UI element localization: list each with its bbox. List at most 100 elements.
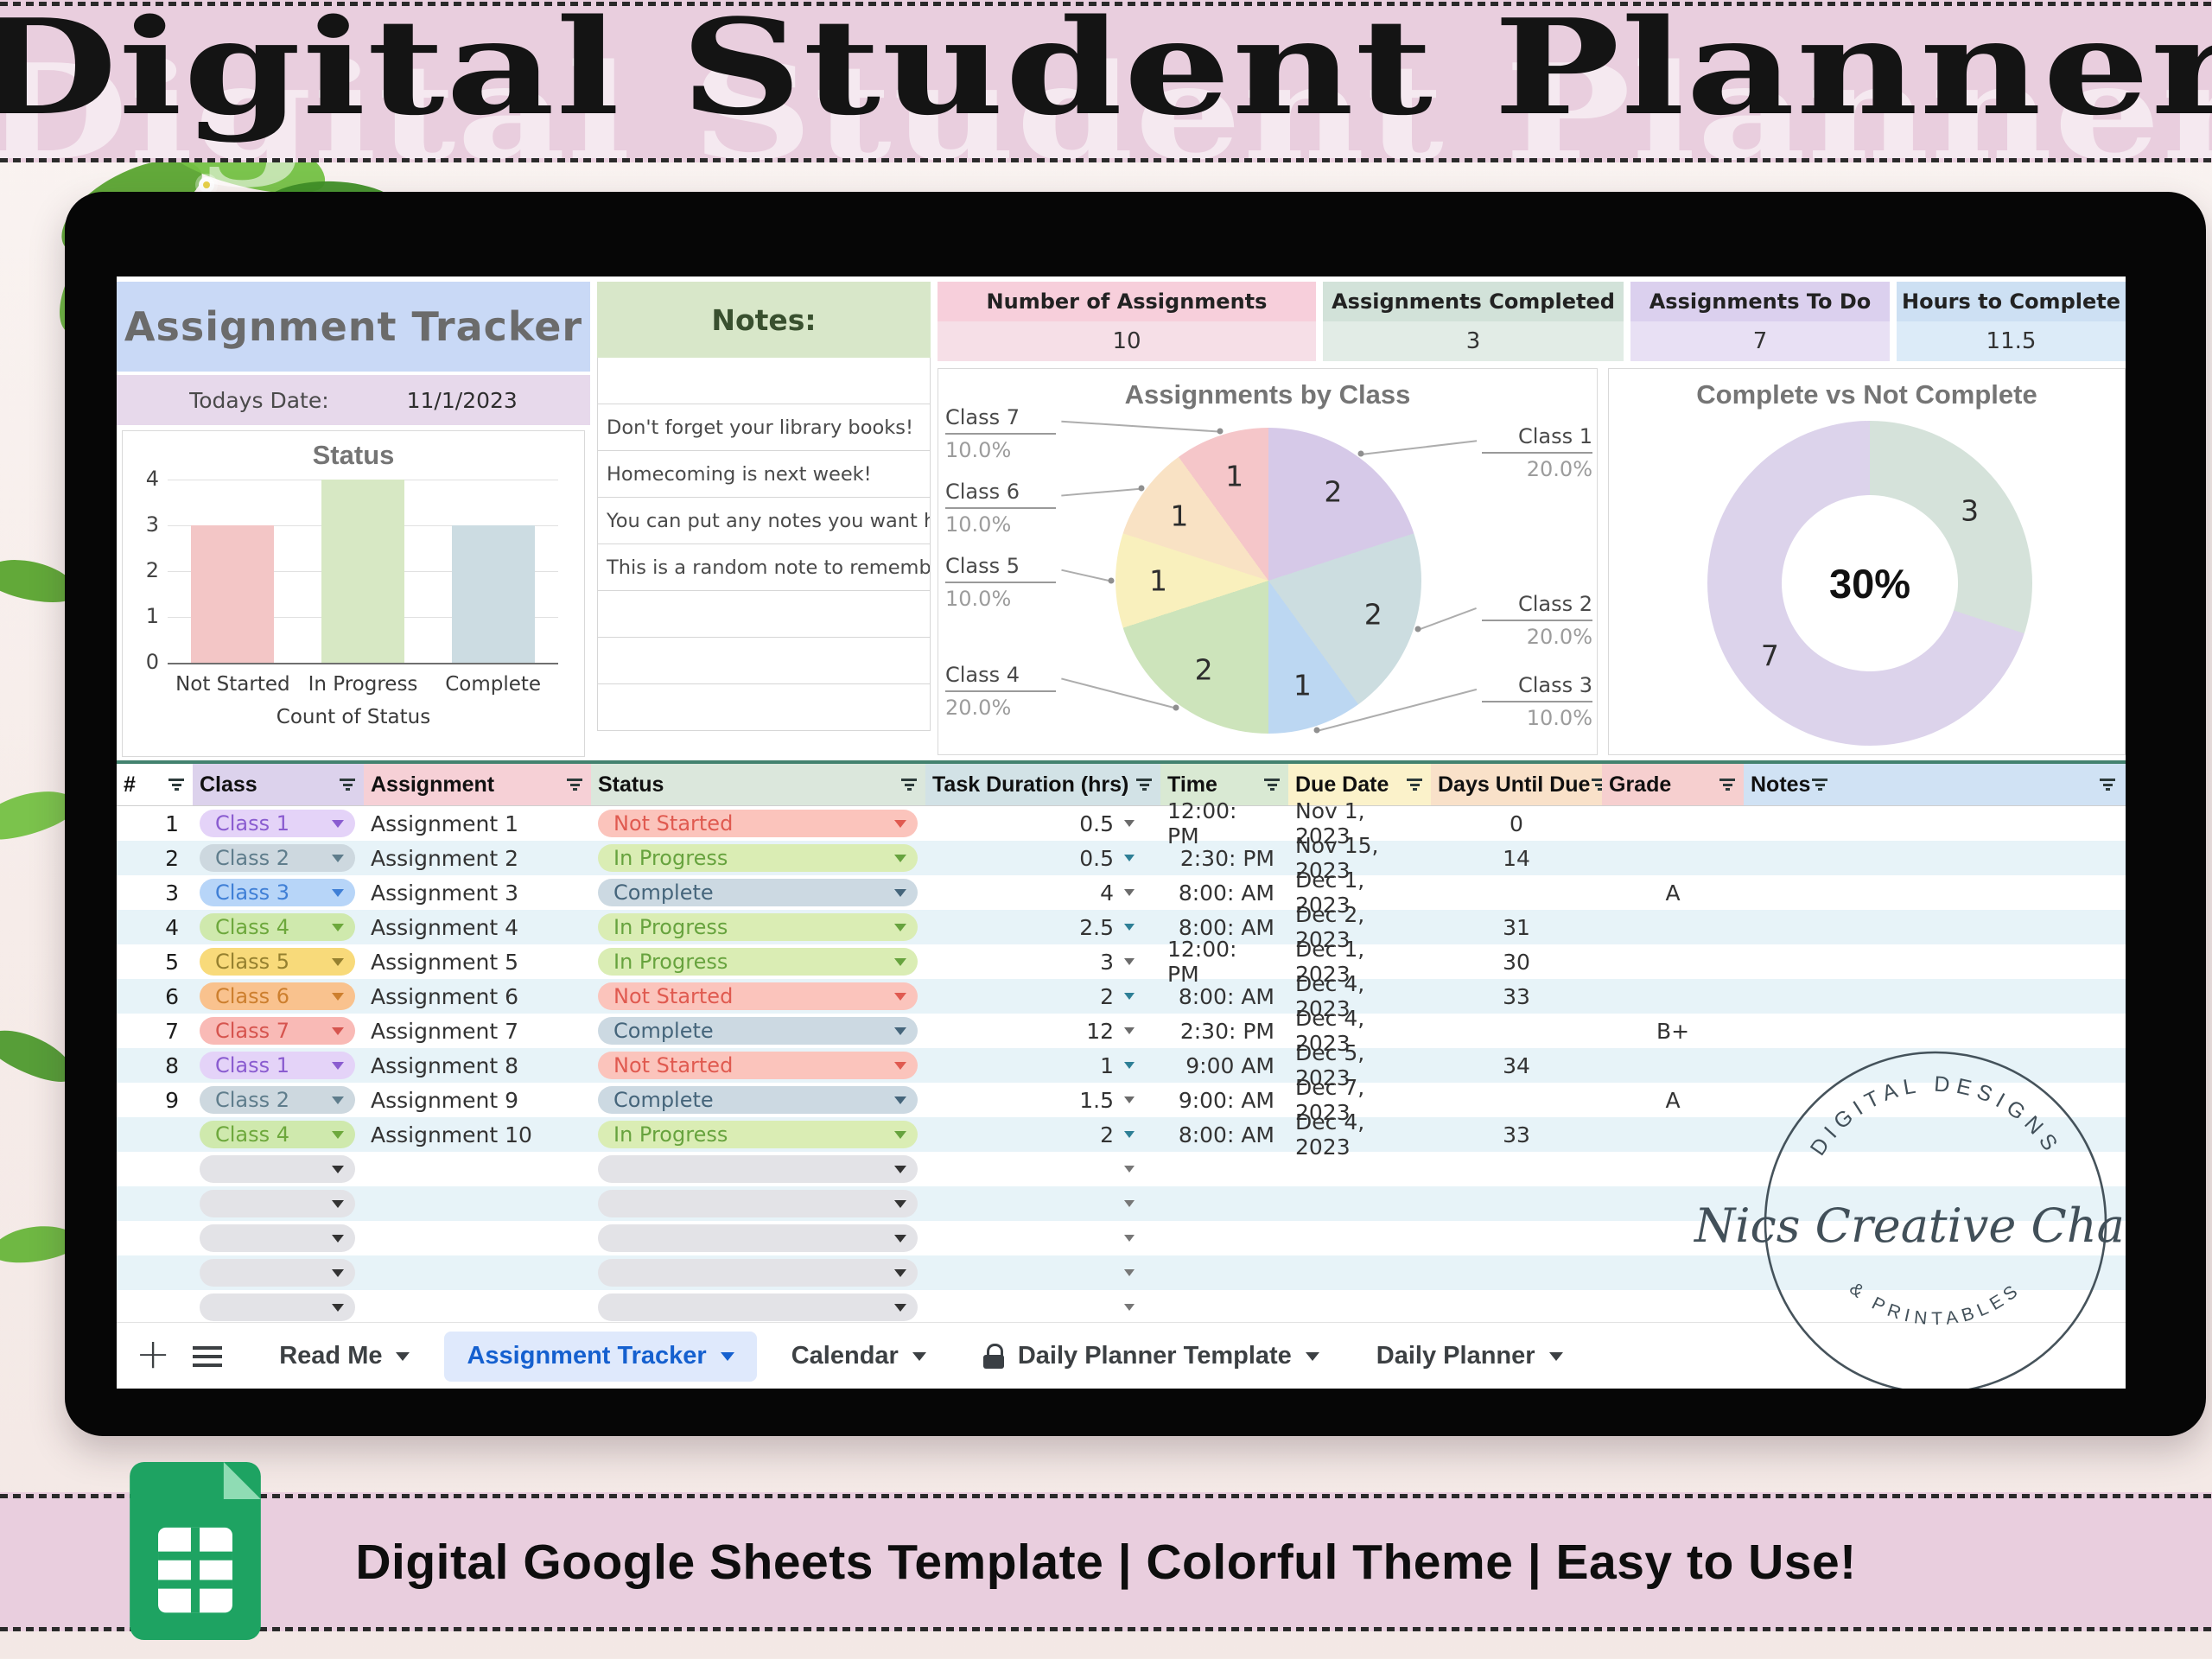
dropdown-caret[interactable] [332,1304,344,1312]
status-pill[interactable]: In Progress [598,913,918,941]
filter-icon[interactable] [1810,777,1829,793]
dropdown-caret[interactable] [894,993,906,1001]
chevron-down-icon[interactable] [1305,1351,1319,1361]
class-pill[interactable]: Class 7 [200,1017,355,1045]
tab-read-me[interactable]: Read Me [257,1332,432,1382]
dropdown-caret[interactable] [894,1096,906,1104]
tab-daily-planner[interactable]: Daily Planner [1354,1332,1586,1382]
dropdown-caret[interactable] [1124,1269,1135,1276]
class-pill[interactable]: Class 2 [200,1086,355,1114]
dropdown-caret[interactable] [1124,924,1135,931]
column-header-due-date[interactable]: Due Date [1288,764,1431,805]
dropdown-caret[interactable] [1124,1166,1135,1173]
column-header-status[interactable]: Status [591,764,925,805]
status-pill[interactable]: In Progress [598,948,918,976]
empty-pill[interactable] [200,1259,355,1287]
note-cell[interactable]: Homecoming is next week! [597,451,931,498]
dropdown-caret[interactable] [332,1235,344,1243]
chevron-down-icon[interactable] [912,1351,926,1361]
dropdown-caret[interactable] [332,958,344,966]
filter-icon[interactable] [167,777,186,793]
dropdown-caret[interactable] [894,1166,906,1173]
class-pill[interactable]: Class 4 [200,1121,355,1148]
filter-icon[interactable] [1405,777,1424,793]
note-cell[interactable]: This is a random note to remember [597,544,931,591]
dropdown-caret[interactable] [332,1166,344,1173]
dropdown-caret[interactable] [332,1269,344,1277]
dropdown-caret[interactable] [332,855,344,862]
filter-icon[interactable] [1590,777,1602,793]
dropdown-caret[interactable] [332,924,344,931]
status-pill[interactable]: Complete [598,1086,918,1114]
empty-pill[interactable] [200,1224,355,1252]
dropdown-caret[interactable] [894,958,906,966]
filter-icon[interactable] [1262,777,1281,793]
dropdown-caret[interactable] [1124,1027,1135,1034]
todays-date-value[interactable]: 11/1/2023 [406,387,518,413]
dropdown-caret[interactable] [1124,855,1135,861]
tab-assignment-tracker[interactable]: Assignment Tracker [444,1331,757,1382]
dropdown-caret[interactable] [1124,958,1135,965]
status-pill[interactable]: Complete [598,879,918,906]
dropdown-caret[interactable] [894,1269,906,1277]
filter-icon[interactable] [899,777,918,793]
empty-pill[interactable] [200,1294,355,1321]
dropdown-caret[interactable] [1124,1062,1135,1069]
note-cell-empty[interactable] [597,591,931,638]
empty-pill[interactable] [598,1294,918,1321]
status-pill[interactable]: Complete [598,1017,918,1045]
empty-pill[interactable] [598,1259,918,1287]
note-cell-empty[interactable] [597,684,931,731]
all-sheets-button[interactable] [193,1341,223,1372]
class-pill[interactable]: Class 6 [200,982,355,1010]
status-pill[interactable]: Not Started [598,982,918,1010]
dropdown-caret[interactable] [894,889,906,897]
dropdown-caret[interactable] [894,1131,906,1139]
dropdown-caret[interactable] [332,1131,344,1139]
dropdown-caret[interactable] [332,1027,344,1035]
dropdown-caret[interactable] [1124,993,1135,1000]
status-pill[interactable]: Not Started [598,1052,918,1079]
note-cell-empty[interactable] [597,638,931,684]
chevron-down-icon[interactable] [396,1351,410,1361]
note-cell[interactable]: Don't forget your library books! [597,404,931,451]
chevron-down-icon[interactable] [720,1351,734,1361]
class-pill[interactable]: Class 3 [200,879,355,906]
filter-icon[interactable] [1135,777,1154,793]
status-pill[interactable]: In Progress [598,1121,918,1148]
dropdown-caret[interactable] [332,889,344,897]
add-sheet-button[interactable]: + [136,1329,171,1378]
filter-icon[interactable] [565,777,584,793]
note-cell-empty[interactable] [597,358,931,404]
dropdown-caret[interactable] [332,1096,344,1104]
note-cell[interactable]: You can put any notes you want here. [597,498,931,544]
dropdown-caret[interactable] [894,820,906,828]
dropdown-caret[interactable] [1124,1131,1135,1138]
dropdown-caret[interactable] [894,1200,906,1208]
class-pill[interactable]: Class 1 [200,810,355,837]
filter-icon[interactable] [2098,777,2117,793]
dropdown-caret[interactable] [1124,1235,1135,1242]
dropdown-caret[interactable] [1124,1304,1135,1311]
tab-calendar[interactable]: Calendar [769,1332,949,1382]
class-pill[interactable]: Class 1 [200,1052,355,1079]
column-header--[interactable]: # [117,764,193,805]
empty-pill[interactable] [200,1190,355,1217]
dropdown-caret[interactable] [894,1062,906,1070]
dropdown-caret[interactable] [894,924,906,931]
class-pill[interactable]: Class 4 [200,913,355,941]
column-header-notes[interactable]: Notes [1744,764,2126,805]
dropdown-caret[interactable] [894,855,906,862]
class-pill[interactable]: Class 5 [200,948,355,976]
dropdown-caret[interactable] [1124,889,1135,896]
empty-pill[interactable] [598,1190,918,1217]
column-header-grade[interactable]: Grade [1602,764,1744,805]
dropdown-caret[interactable] [1124,820,1135,827]
dropdown-caret[interactable] [332,993,344,1001]
chevron-down-icon[interactable] [1548,1351,1563,1361]
column-header-time[interactable]: Time [1160,764,1288,805]
empty-pill[interactable] [598,1224,918,1252]
dropdown-caret[interactable] [1124,1096,1135,1103]
class-pill[interactable]: Class 2 [200,844,355,872]
column-header-days-until-due[interactable]: Days Until Due [1431,764,1602,805]
